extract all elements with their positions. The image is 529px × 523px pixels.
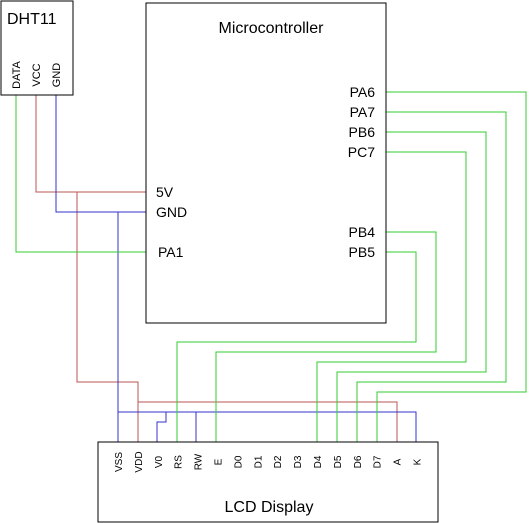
lcd-pin-vss: VSS — [114, 452, 125, 472]
microcontroller-body — [145, 2, 387, 324]
wire-pb4-to-lcd-e — [215, 231, 437, 442]
lcd-pin-d0: D0 — [233, 455, 244, 468]
wire-5v-to-lcd-vdd — [76, 192, 139, 442]
lcd-pin-v0: V0 — [154, 455, 165, 468]
wires — [15, 91, 527, 442]
lcd-pin-labels: VSS VDD V0 RS RW E D0 D1 D2 D3 D4 D5 D6 D7 A K — [114, 451, 424, 472]
mcu-pin-5v: 5V — [156, 184, 174, 200]
mcu-pin-pb6: PB6 — [349, 124, 376, 140]
lcd-pin-k: K — [413, 458, 424, 465]
lcd-pin-d2: D2 — [273, 455, 284, 468]
lcd-pin-d5: D5 — [333, 455, 344, 468]
dht11-sensor: DHT11 DATA VCC GND — [0, 0, 74, 96]
lcd-display: LCD Display VSS VDD V0 RS RW E D0 D1 D2 D3 D4 D5 D6 D… — [97, 441, 439, 523]
dht11-pin-gnd: GND — [51, 63, 63, 88]
mcu-pin-pa1: PA1 — [158, 244, 184, 260]
wire-vdd-to-lcd-a — [138, 401, 398, 442]
wire-pc7-to-lcd-d4 — [316, 151, 467, 442]
wire-pb6-to-lcd-d5 — [336, 131, 487, 442]
lcd-pin-rw: RW — [194, 453, 205, 470]
lcd-pin-a: A — [393, 458, 404, 465]
mcu-pin-pb5: PB5 — [349, 244, 376, 260]
wire-dht-vcc-to-5v — [35, 95, 146, 193]
wire-dht-data-to-pa1 — [15, 95, 146, 253]
wire-pb5-to-lcd-rs — [176, 251, 417, 442]
wire-dht-gnd-to-mcu-gnd — [55, 95, 146, 213]
mcu-pin-pc7: PC7 — [348, 144, 375, 160]
dht11-body — [0, 0, 74, 96]
mcu-pin-pa7: PA7 — [350, 104, 376, 120]
lcd-title: LCD Display — [225, 499, 314, 516]
dht11-pin-vcc: VCC — [31, 63, 43, 86]
lcd-body — [97, 441, 439, 523]
wire-pa6-to-lcd-d7 — [376, 91, 527, 442]
lcd-pin-d6: D6 — [353, 455, 364, 468]
microcontroller: Microcontroller 5V GND PA1 PA6 PA7 PB6 P… — [145, 2, 387, 324]
mcu-pin-pb4: PB4 — [349, 224, 376, 240]
lcd-pin-d3: D3 — [293, 455, 304, 468]
lcd-pin-d7: D7 — [373, 455, 384, 468]
dht11-title: DHT11 — [7, 11, 57, 28]
lcd-pin-d1: D1 — [253, 455, 264, 468]
microcontroller-title: Microcontroller — [219, 20, 325, 37]
lcd-pin-rs: RS — [174, 455, 185, 469]
lcd-pin-e: E — [214, 458, 225, 465]
wire-pa7-to-lcd-d6 — [356, 111, 507, 442]
lcd-pin-d4: D4 — [313, 455, 324, 468]
wire-v0-to-gnd-bus — [156, 412, 167, 442]
dht11-pin-data: DATA — [11, 60, 23, 88]
wire-gnd-bus-to-lcd-k — [118, 411, 417, 442]
mcu-pin-gnd: GND — [156, 204, 187, 220]
lcd-pin-vdd: VDD — [134, 451, 145, 472]
mcu-pin-pa6: PA6 — [350, 84, 376, 100]
